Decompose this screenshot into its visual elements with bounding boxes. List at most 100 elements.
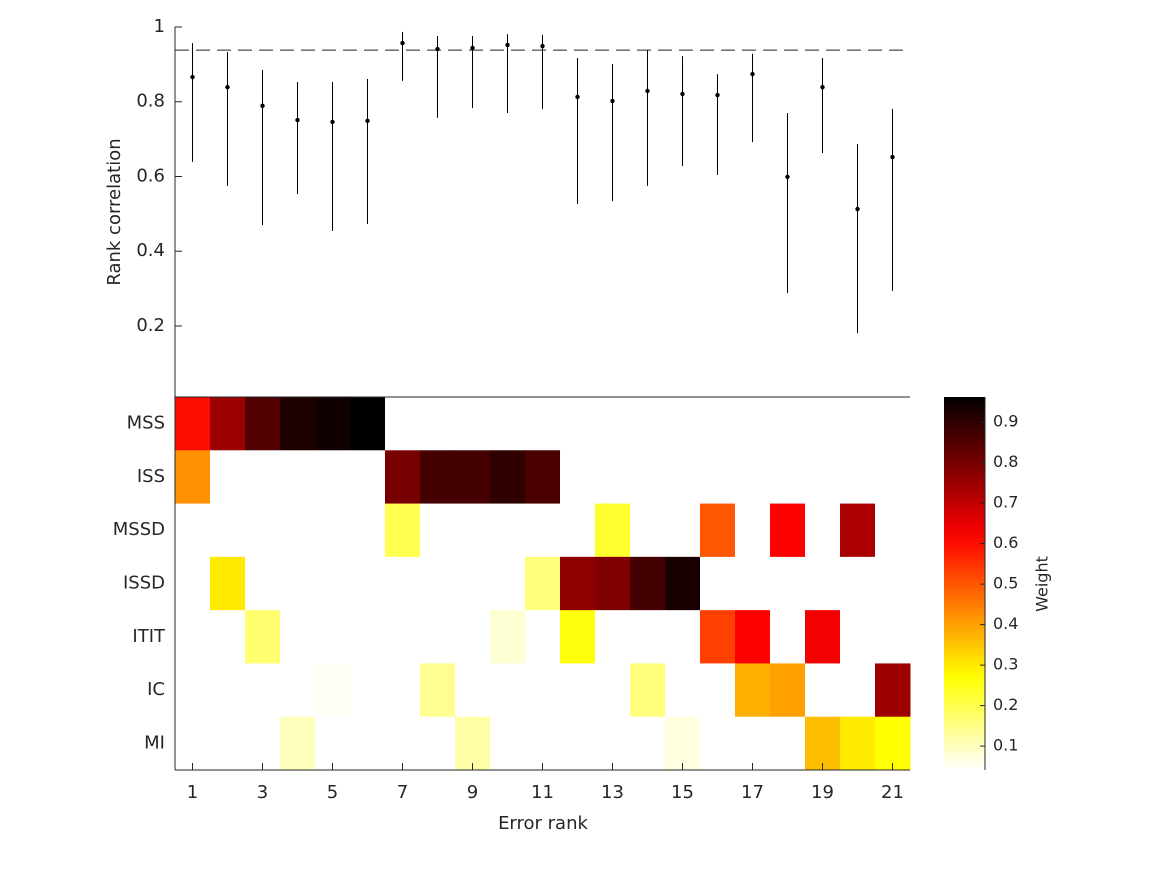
heatmap-cell — [350, 716, 386, 771]
point — [785, 174, 790, 180]
x-tick-label: 13 — [601, 782, 624, 803]
colorbar-tick-label: 0.8 — [993, 452, 1018, 471]
heatmap-cell — [420, 397, 456, 451]
heatmap-cell — [420, 663, 456, 718]
heatmap-cell — [630, 610, 666, 664]
heatmap-cell — [455, 503, 491, 558]
heatmap-cell — [630, 556, 666, 611]
heatmap-cell — [210, 503, 246, 558]
heatmap-cell — [210, 610, 246, 664]
y-tick-label: 0.4 — [136, 240, 165, 261]
heatmap-cell — [805, 450, 841, 505]
heatmap-cell — [595, 556, 631, 611]
heatmap-cell — [630, 450, 666, 505]
heatmap-cell — [700, 663, 736, 718]
heatmap-cell — [175, 397, 211, 451]
heatmap-cell — [175, 503, 211, 558]
heatmap-cell — [665, 503, 701, 558]
colorbar-label: Weight — [1033, 556, 1052, 612]
heatmap-cell — [770, 556, 806, 611]
heatmap-cell — [595, 450, 631, 505]
heatmap-cell — [280, 556, 316, 611]
point — [820, 84, 825, 90]
heatmap-cell — [455, 716, 491, 771]
heatmap-cell — [875, 556, 911, 611]
heatmap-cell — [805, 503, 841, 558]
heatmap-cell — [840, 663, 876, 718]
y-axis-label: Rank correlation — [104, 138, 125, 285]
heatmap-cell — [350, 610, 386, 664]
heatmap-cell — [175, 716, 211, 771]
heatmap-cell — [525, 503, 561, 558]
heatmap-cell — [770, 610, 806, 664]
point — [610, 98, 615, 104]
heatmap-cell — [735, 716, 771, 771]
heatmap-cell — [490, 663, 526, 718]
heatmap-cell — [560, 556, 596, 611]
heatmap-cell — [525, 556, 561, 611]
heatmap-cell — [525, 450, 561, 505]
heatmap-cell — [420, 610, 456, 664]
heatmap-cell — [875, 397, 911, 451]
colorbar-tick-label: 0.3 — [993, 655, 1018, 674]
heatmap-cell — [875, 610, 911, 664]
x-tick-label: 11 — [531, 782, 554, 803]
point — [505, 42, 510, 48]
y-tick-label: MSSD — [113, 519, 165, 540]
heatmap-cell — [525, 610, 561, 664]
heatmap-cell — [210, 556, 246, 611]
heatmap-cell — [280, 450, 316, 505]
heatmap-cell — [525, 663, 561, 718]
point — [330, 119, 335, 125]
heatmap-cell — [420, 450, 456, 505]
heatmap-cell — [385, 450, 421, 505]
heatmap-cell — [735, 397, 771, 451]
heatmap-cell — [840, 716, 876, 771]
y-tick-label: MSS — [127, 413, 165, 434]
heatmap-cell — [665, 610, 701, 664]
x-tick-label: 19 — [811, 782, 834, 803]
colorbar-tick-label: 0.4 — [993, 614, 1018, 633]
heatmap-cell — [770, 450, 806, 505]
point — [680, 91, 685, 97]
heatmap-cell — [455, 663, 491, 718]
heatmap-cell — [735, 610, 771, 664]
heatmap-cell — [665, 397, 701, 451]
heatmap-cell — [210, 716, 246, 771]
point — [260, 103, 265, 109]
x-tick-label: 21 — [881, 782, 904, 803]
point — [225, 84, 230, 90]
heatmap-cell — [805, 610, 841, 664]
heatmap-cell — [595, 503, 631, 558]
heatmap-cell — [595, 716, 631, 771]
point — [435, 46, 440, 52]
x-tick-label: 3 — [257, 782, 268, 803]
heatmap-cell — [630, 397, 666, 451]
x-tick-label: 1 — [187, 782, 198, 803]
point — [470, 45, 475, 51]
heatmap-cell — [420, 716, 456, 771]
heatmap-cell — [700, 450, 736, 505]
heatmap-cell — [840, 556, 876, 611]
heatmap-cell — [175, 556, 211, 611]
heatmap-cell — [560, 663, 596, 718]
heatmap-cell — [770, 503, 806, 558]
heatmap-cell — [805, 556, 841, 611]
heatmap-cell — [490, 610, 526, 664]
colorbar-tick-label: 0.5 — [993, 574, 1018, 593]
heatmap-cell — [630, 503, 666, 558]
heatmap-cell — [560, 450, 596, 505]
heatmap-cell — [595, 397, 631, 451]
heatmap-cell — [385, 556, 421, 611]
heatmap-cell — [665, 716, 701, 771]
heatmap-cell — [875, 716, 911, 771]
heatmap-cell — [595, 663, 631, 718]
heatmap-cell — [490, 450, 526, 505]
heatmap-cell — [560, 610, 596, 664]
heatmap-cell — [560, 397, 596, 451]
heatmap-cell — [245, 716, 281, 771]
heatmap-cell — [315, 663, 351, 718]
heatmap-cell — [210, 397, 246, 451]
heatmap-cell — [665, 556, 701, 611]
